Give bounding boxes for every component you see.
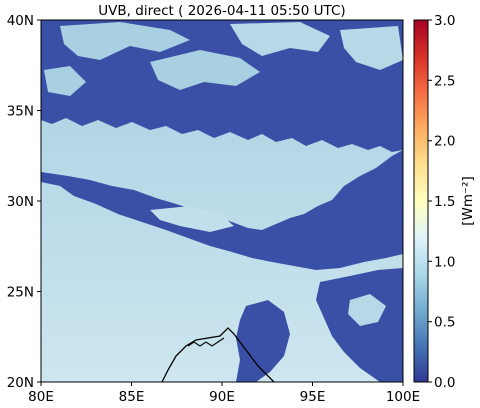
clear-patch-4 bbox=[340, 26, 403, 70]
x-tick-label: 100E bbox=[386, 389, 420, 405]
clear-inlet bbox=[150, 206, 234, 232]
colorbar-tick-label: 1.5 bbox=[434, 194, 455, 210]
x-tick-label: 95E bbox=[300, 389, 326, 405]
colorbar-tick-label: 2.0 bbox=[434, 134, 455, 150]
cloud-patch-south bbox=[236, 300, 290, 382]
clear-patch-1 bbox=[60, 22, 190, 60]
colorbar-gradient bbox=[414, 20, 428, 382]
cloud-band-central bbox=[41, 150, 403, 270]
coastline-delta bbox=[187, 337, 225, 347]
clear-patch-5 bbox=[44, 66, 86, 96]
clear-patch-2 bbox=[150, 50, 260, 90]
x-tick-label: 85E bbox=[119, 389, 145, 405]
clear-hole-east bbox=[348, 294, 386, 326]
cloud-region-north bbox=[41, 20, 403, 152]
colorbar: 3.0 2.5 2.0 1.5 1.0 0.5 0.0 [Wm⁻²] bbox=[413, 13, 476, 391]
y-axis: 40N 35N 30N 25N 20N bbox=[7, 13, 41, 391]
map-panel bbox=[41, 20, 403, 382]
x-axis: 80E 85E 90E 95E 100E bbox=[28, 382, 420, 405]
colorbar-tick-label: 2.5 bbox=[434, 73, 455, 89]
map-title: UVB, direct ( 2026-04-11 05:50 UTC) bbox=[98, 3, 345, 19]
coastline-bengal bbox=[161, 327, 275, 382]
y-tick-label: 20N bbox=[7, 375, 34, 391]
x-tick-label: 80E bbox=[28, 389, 54, 405]
clear-patch-3 bbox=[230, 22, 330, 56]
y-tick-label: 40N bbox=[7, 13, 34, 29]
x-tick-label: 90E bbox=[209, 389, 235, 405]
y-tick-label: 30N bbox=[7, 194, 34, 210]
colorbar-tick-label: 0.5 bbox=[434, 315, 455, 331]
colorbar-tick-label: 0.0 bbox=[434, 375, 455, 391]
y-tick-label: 25N bbox=[7, 285, 34, 301]
colorbar-tick-label: 1.0 bbox=[434, 254, 455, 270]
colorbar-tick-label: 3.0 bbox=[434, 13, 455, 29]
colorbar-label: [Wm⁻²] bbox=[460, 176, 476, 226]
y-tick-label: 35N bbox=[7, 104, 34, 120]
